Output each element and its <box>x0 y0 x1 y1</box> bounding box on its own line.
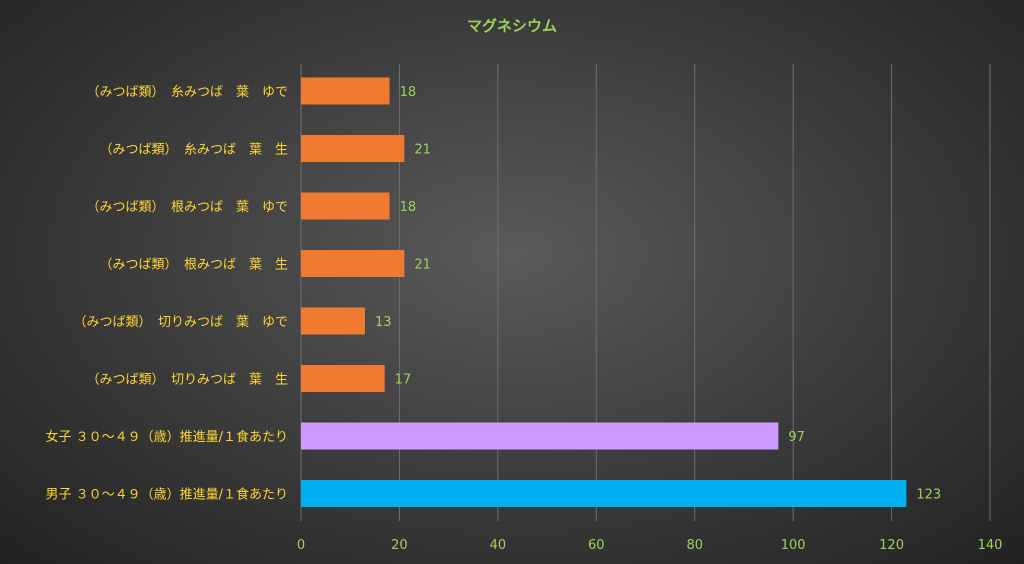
x-tick-label: 40 <box>490 538 507 553</box>
category-label: 女子 ３０～４９（歳）推進量/１食あたり <box>45 429 288 445</box>
category-label: （みつば類） 根みつば 葉 生 <box>99 258 288 273</box>
data-label: 13 <box>375 315 392 330</box>
data-label: 17 <box>395 373 412 388</box>
data-label: 18 <box>400 200 417 215</box>
chart-title: マグネシウム <box>467 17 557 35</box>
category-label: （みつば類） 切りみつば 葉 生 <box>86 373 288 388</box>
data-label: 123 <box>916 488 941 503</box>
bar <box>301 307 365 335</box>
x-tick-label: 120 <box>879 538 904 553</box>
gridlines <box>300 64 991 521</box>
x-tick-label: 20 <box>391 538 408 553</box>
x-tick-label: 0 <box>297 538 305 553</box>
bar <box>301 480 907 507</box>
x-tick-labels: 0 20 40 60 80 100 120 140 <box>297 538 1003 553</box>
x-tick-label: 80 <box>686 538 703 553</box>
category-label: 男子 ３０～４９（歳）推進量/１食あたり <box>45 487 288 503</box>
bar <box>301 365 385 392</box>
bar <box>301 192 390 220</box>
x-tick-label: 60 <box>588 538 605 553</box>
data-label: 18 <box>400 85 417 100</box>
data-label: 97 <box>788 430 805 445</box>
bar <box>301 422 779 450</box>
bar <box>301 250 405 277</box>
data-label: 21 <box>414 258 431 273</box>
category-label: （みつば類） 根みつば 葉 ゆで <box>86 200 288 215</box>
x-tick-label: 100 <box>781 538 806 553</box>
bar <box>301 77 390 105</box>
category-label: （みつば類） 切りみつば 葉 ゆで <box>73 315 288 330</box>
data-label: 21 <box>414 143 431 158</box>
category-label: （みつば類） 糸みつば 葉 生 <box>99 143 288 158</box>
value-labels: 18 21 18 21 13 17 97 123 <box>375 85 941 503</box>
category-labels: （みつば類） 糸みつば 葉 ゆで （みつば類） 糸みつば 葉 生 （みつば類） 根み… <box>45 85 288 503</box>
bar <box>301 135 405 162</box>
bars <box>301 77 907 507</box>
x-tick-label: 140 <box>978 538 1003 553</box>
category-label: （みつば類） 糸みつば 葉 ゆで <box>86 85 288 100</box>
